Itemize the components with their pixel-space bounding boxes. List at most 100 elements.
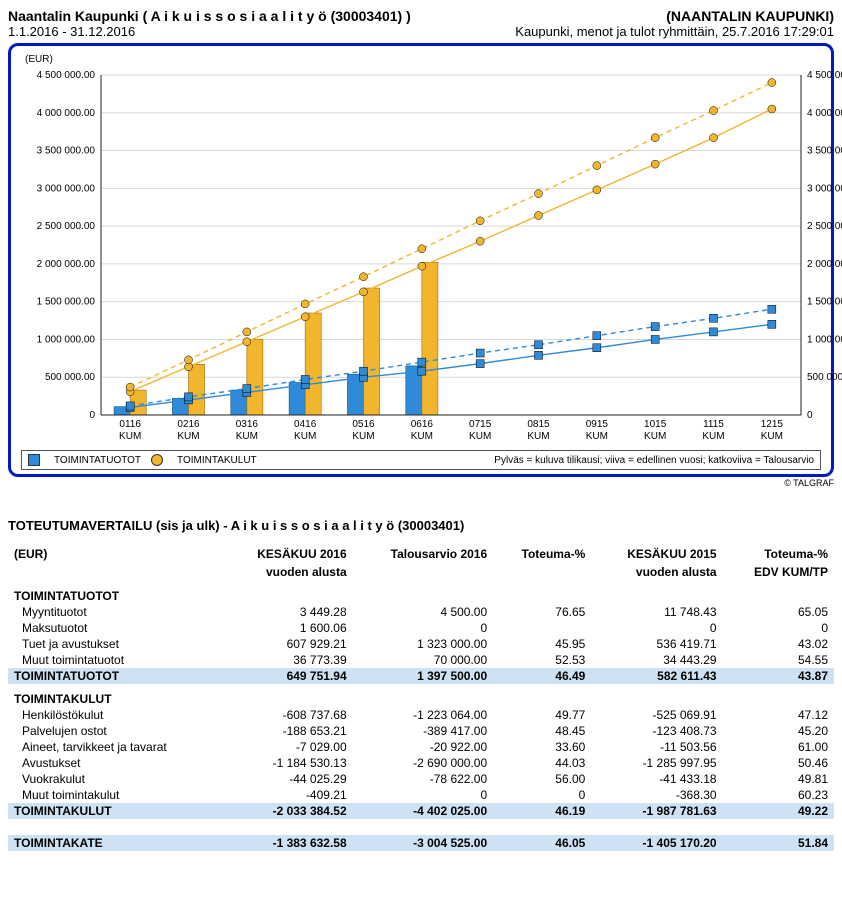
row-value: -525 069.91 xyxy=(591,707,722,723)
svg-text:KUM: KUM xyxy=(411,431,433,442)
svg-text:2 000 000.00: 2 000 000.00 xyxy=(807,259,842,270)
col-2016: KESÄKUU 2016 xyxy=(221,545,352,563)
row-label: Tuet ja avustukset xyxy=(8,636,221,652)
svg-text:2 000 000.00: 2 000 000.00 xyxy=(37,259,96,270)
row-value: -1 223 064.00 xyxy=(353,707,494,723)
svg-text:0316: 0316 xyxy=(236,419,259,430)
row-value: 3 449.28 xyxy=(221,604,352,620)
svg-text:0116: 0116 xyxy=(119,419,141,430)
svg-text:3 500 000.00: 3 500 000.00 xyxy=(807,146,842,157)
svg-text:KUM: KUM xyxy=(119,431,141,442)
col-pct2: Toteuma-% xyxy=(723,545,834,563)
row-label: TOIMINTAKATE xyxy=(8,835,221,851)
chart-svg: 00500 000.00500 000.001 000 000.001 000 … xyxy=(21,65,842,445)
svg-text:1115: 1115 xyxy=(703,419,724,430)
chart-y-title: (EUR) xyxy=(21,54,821,65)
row-value: 11 748.43 xyxy=(591,604,722,620)
row-value: -123 408.73 xyxy=(591,723,722,739)
svg-text:KUM: KUM xyxy=(586,431,608,442)
col-pct2b: EDV KUM/TP xyxy=(723,563,834,581)
section-header: TOIMINTATUOTOT xyxy=(8,581,834,604)
row-value: 582 611.43 xyxy=(591,668,722,684)
svg-text:0815: 0815 xyxy=(527,419,550,430)
row-value: 56.00 xyxy=(493,771,591,787)
svg-text:2 500 000.00: 2 500 000.00 xyxy=(807,221,842,232)
row-value: 52.53 xyxy=(493,652,591,668)
row-value: -1 285 997.95 xyxy=(591,755,722,771)
svg-text:0516: 0516 xyxy=(352,419,375,430)
svg-text:1 000 000.00: 1 000 000.00 xyxy=(37,334,96,345)
row-value: 33.60 xyxy=(493,739,591,755)
row-value: 49.81 xyxy=(723,771,834,787)
row-label: Muut toimintakulut xyxy=(8,787,221,803)
row-value: 1 397 500.00 xyxy=(353,668,494,684)
section-header: TOIMINTAKULUT xyxy=(8,684,834,707)
row-value: 48.45 xyxy=(493,723,591,739)
svg-text:1015: 1015 xyxy=(644,419,667,430)
row-value: 607 929.21 xyxy=(221,636,352,652)
row-value: -1 383 632.58 xyxy=(221,835,352,851)
row-label: Muut toimintatuotot xyxy=(8,652,221,668)
legend-label-tuotot: TOIMINTATUOTOT xyxy=(54,455,141,466)
chart-container: (EUR) 00500 000.00500 000.001 000 000.00… xyxy=(8,43,834,477)
row-value: 649 751.94 xyxy=(221,668,352,684)
svg-text:0216: 0216 xyxy=(177,419,200,430)
row-value: 46.19 xyxy=(493,803,591,819)
row-value: 43.87 xyxy=(723,668,834,684)
row-value: 44.03 xyxy=(493,755,591,771)
col-2016b: vuoden alusta xyxy=(221,563,352,581)
row-value: 0 xyxy=(353,620,494,636)
row-label: Myyntituotot xyxy=(8,604,221,620)
row-value: 61.00 xyxy=(723,739,834,755)
svg-text:4 000 000.00: 4 000 000.00 xyxy=(37,108,96,119)
svg-text:0715: 0715 xyxy=(469,419,492,430)
row-value: 536 419.71 xyxy=(591,636,722,652)
row-value: 50.46 xyxy=(723,755,834,771)
row-label: Avustukset xyxy=(8,755,221,771)
svg-text:KUM: KUM xyxy=(236,431,258,442)
row-value: 45.20 xyxy=(723,723,834,739)
row-value: 46.05 xyxy=(493,835,591,851)
svg-text:1215: 1215 xyxy=(761,419,784,430)
legend-label-kulut: TOIMINTAKULUT xyxy=(177,455,257,466)
svg-text:KUM: KUM xyxy=(527,431,549,442)
row-value: -389 417.00 xyxy=(353,723,494,739)
row-value: -11 503.56 xyxy=(591,739,722,755)
svg-text:3 500 000.00: 3 500 000.00 xyxy=(37,146,96,157)
svg-text:3 000 000.00: 3 000 000.00 xyxy=(807,183,842,194)
row-label: Henkilöstökulut xyxy=(8,707,221,723)
svg-text:3 000 000.00: 3 000 000.00 xyxy=(37,183,96,194)
svg-text:0616: 0616 xyxy=(411,419,434,430)
row-value: 36 773.39 xyxy=(221,652,352,668)
svg-text:2 500 000.00: 2 500 000.00 xyxy=(37,221,96,232)
svg-text:KUM: KUM xyxy=(177,431,199,442)
row-value: 76.65 xyxy=(493,604,591,620)
row-value: 0 xyxy=(353,787,494,803)
row-value: 0 xyxy=(723,620,834,636)
chart-copyright: © TALGRAF xyxy=(8,478,834,488)
row-value: 65.05 xyxy=(723,604,834,620)
row-label: Aineet, tarvikkeet ja tavarat xyxy=(8,739,221,755)
chart-legend: TOIMINTATUOTOT TOIMINTAKULUT Pylväs = ku… xyxy=(21,450,821,470)
row-value: 70 000.00 xyxy=(353,652,494,668)
row-label: Palvelujen ostot xyxy=(8,723,221,739)
row-value: -368.30 xyxy=(591,787,722,803)
row-value: 0 xyxy=(493,787,591,803)
svg-text:4 000 000.00: 4 000 000.00 xyxy=(807,108,842,119)
row-value: 60.23 xyxy=(723,787,834,803)
svg-text:0: 0 xyxy=(89,410,95,421)
row-value: 51.84 xyxy=(723,835,834,851)
svg-text:KUM: KUM xyxy=(644,431,666,442)
svg-text:500 000.00: 500 000.00 xyxy=(807,372,842,383)
col-2015: KESÄKUU 2015 xyxy=(591,545,722,563)
row-label: TOIMINTATUOTOT xyxy=(8,668,221,684)
svg-text:1 000 000.00: 1 000 000.00 xyxy=(807,334,842,345)
svg-text:1 500 000.00: 1 500 000.00 xyxy=(37,297,96,308)
svg-text:KUM: KUM xyxy=(761,431,783,442)
table-title: TOTEUTUMAVERTAILU (sis ja ulk) - A i k u… xyxy=(8,518,834,533)
row-value: -608 737.68 xyxy=(221,707,352,723)
row-value: -20 922.00 xyxy=(353,739,494,755)
row-value: -3 004 525.00 xyxy=(353,835,494,851)
legend-marker-kulut xyxy=(151,454,163,466)
row-value: -78 622.00 xyxy=(353,771,494,787)
